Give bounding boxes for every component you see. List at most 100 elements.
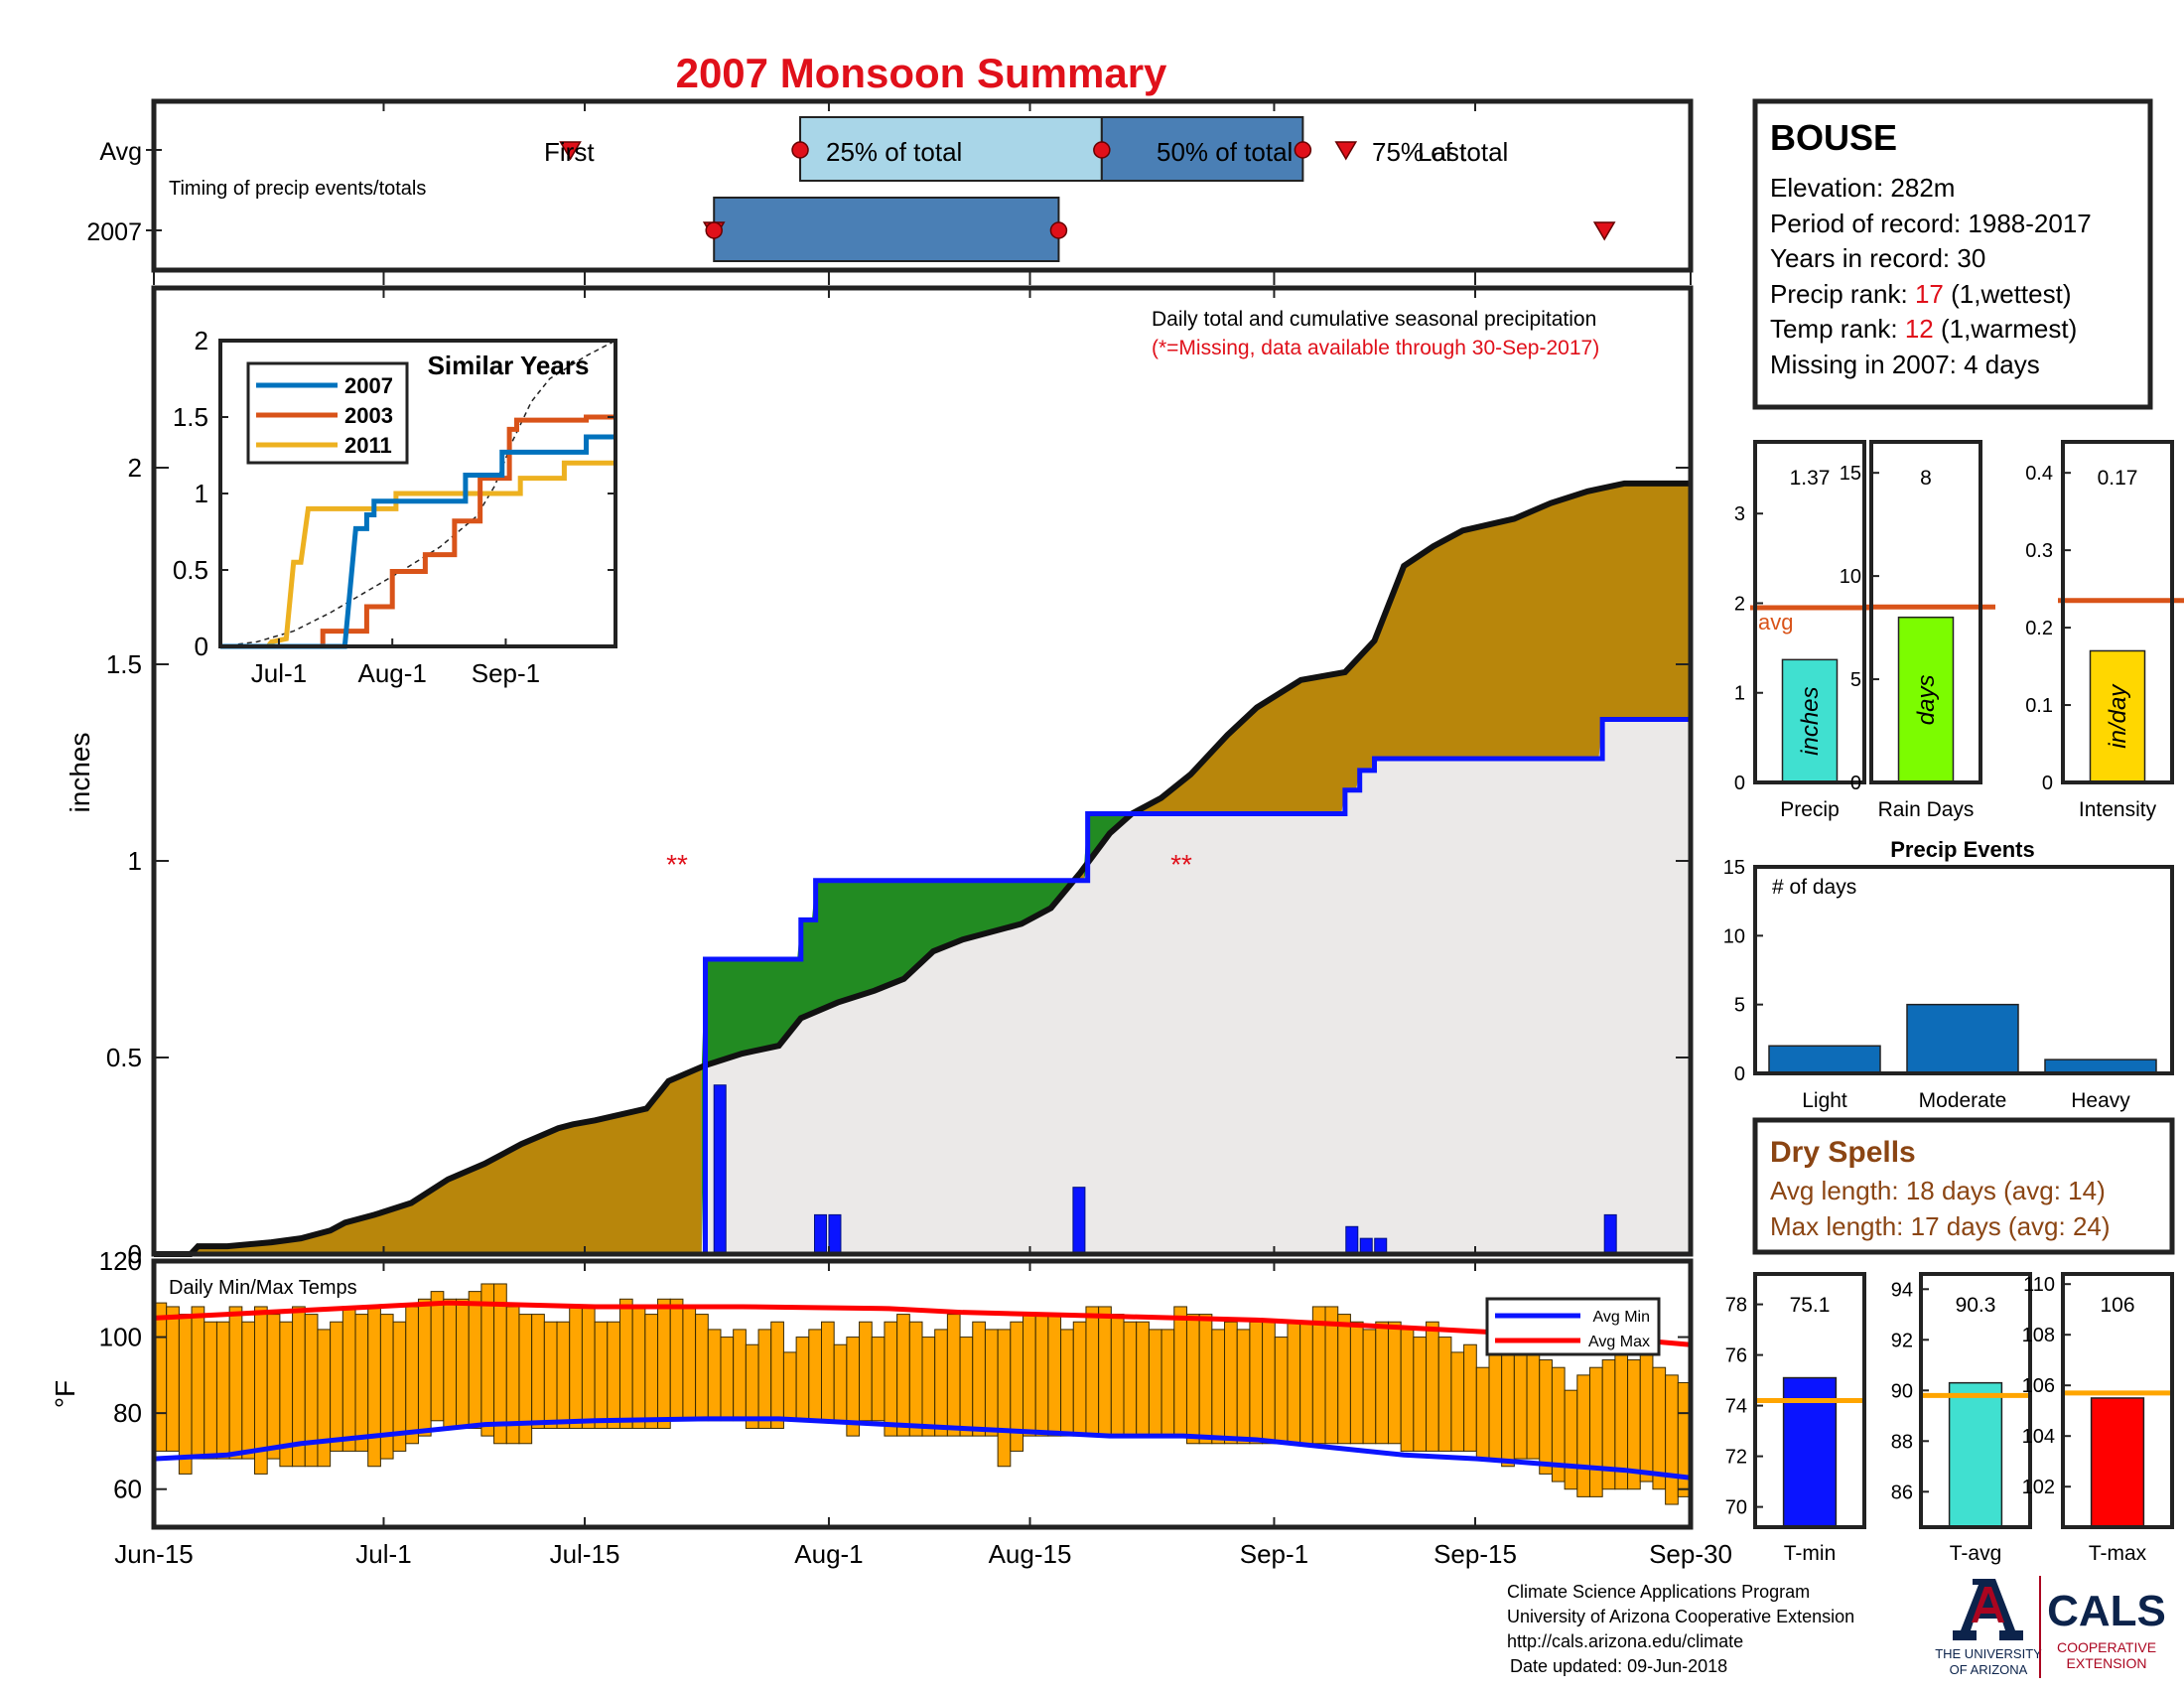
event-bar-light: [1768, 1045, 1881, 1074]
events-title: Precip Events: [1890, 837, 2035, 862]
dry-spells-max: Max length: 17 days (avg: 24): [1770, 1211, 2111, 1241]
inset-similar-years: 0 0.5 1 1.5 2 Jul-1 Aug-1 Sep-1 Similar Years 2…: [173, 326, 617, 688]
daily-temp-bar: [367, 1306, 381, 1468]
cumulative-precip-line: [154, 480, 1691, 1257]
cals-logo: CALS: [2047, 1587, 2166, 1635]
temp-ytick-label: 120: [99, 1246, 142, 1276]
tmini-ytick-label: 110: [2023, 1274, 2055, 1296]
daily-temp-bar: [215, 1321, 230, 1460]
legend-label-2003: 2003: [344, 403, 393, 428]
daily-temp-bar: [1450, 1351, 1465, 1452]
daily-temp-bar: [1274, 1337, 1289, 1445]
date-x-axis: Jun-15 Jul-1 Jul-15 Aug-1 Aug-15 Sep-1 Sep-15 S…: [114, 101, 1732, 1569]
event-bar-moderate: [1906, 1003, 2019, 1074]
mini-unit-label: inches: [1797, 686, 1824, 755]
tmini-category-label: T-max: [2089, 1542, 2147, 1565]
daily-temp-bar: [468, 1291, 482, 1429]
daily-temp-bar: [782, 1351, 797, 1422]
daily-temp-bar: [1060, 1329, 1074, 1437]
daily-temp-bar: [228, 1306, 243, 1460]
daily-precip-bar: [1603, 1213, 1617, 1255]
tmini-ytick-label: 74: [1725, 1396, 1747, 1418]
daily-temp-bar: [1311, 1306, 1326, 1445]
mini-ytick-label: 0: [2042, 773, 2053, 794]
mini-chart-tmin: 70 72 74 76 78 75.1 T-min: [1725, 1272, 1866, 1565]
mini-unit-label: in/day: [2105, 683, 2131, 749]
mini-ytick-label: 0.1: [2025, 695, 2053, 717]
daily-temp-bar: [808, 1329, 822, 1422]
temperature-frame: [151, 1258, 1694, 1530]
precip-ylabel: inches: [65, 733, 95, 813]
timing-label-p25: 25% of total: [826, 137, 962, 167]
daily-temp-bar: [1387, 1321, 1402, 1445]
daily-temp-bar: [417, 1298, 432, 1437]
year-p25-marker: [705, 221, 723, 239]
tmini-frame: [2061, 1272, 2174, 1529]
footer-line-4: Date updated: 09-Jun-2018: [1510, 1656, 1727, 1676]
daily-temp-bar: [682, 1306, 697, 1422]
daily-temp-bar: [456, 1298, 470, 1429]
avg-box-50-75: [1100, 116, 1304, 182]
precip-ytick-label: 0: [128, 1239, 142, 1269]
daily-temp-bar: [166, 1306, 180, 1452]
daily-temp-bar: [1136, 1321, 1150, 1437]
daily-temp-bar: [1513, 1351, 1528, 1460]
dry-spells-panel: Dry Spells Avg length: 18 days (avg: 14)…: [1752, 1117, 2175, 1255]
precip-ytick-label: 1: [128, 846, 142, 876]
temperature-label: Daily Min/Max Temps: [169, 1277, 357, 1299]
daily-temp-bar: [581, 1306, 596, 1429]
daily-temp-bar: [443, 1298, 458, 1429]
daily-temp-bar: [1023, 1314, 1036, 1437]
daily-temp-bar: [1564, 1389, 1578, 1490]
tmini-value-label: 90.3: [1956, 1294, 1996, 1317]
daily-temp-bar: [1211, 1329, 1226, 1445]
mini-value-bar: [2089, 649, 2146, 783]
legend-label-2007: 2007: [344, 373, 393, 398]
missing-marker-1: **: [666, 849, 688, 880]
mini-ytick-label: 0: [1850, 773, 1861, 794]
daily-temp-bar: [266, 1314, 281, 1460]
cals-line-1: COOPERATIVE: [2057, 1639, 2156, 1655]
dry-spells-frame: [1752, 1117, 2175, 1255]
daily-temp-bar: [871, 1337, 886, 1422]
daily-temp-bar: [480, 1283, 495, 1437]
inset-ytick-label: 0.5: [173, 555, 208, 585]
mini-frame: [2061, 440, 2174, 784]
legend-label-avg-max: Avg Max: [1588, 1334, 1650, 1350]
daily-temp-bar: [959, 1337, 974, 1437]
daily-temp-bar: [707, 1329, 722, 1422]
daily-temp-bar: [607, 1321, 620, 1429]
event-category-label: Heavy: [2071, 1089, 2130, 1112]
date-tick-label: Sep-1: [1240, 1539, 1308, 1569]
daily-temp-bar: [1437, 1337, 1452, 1452]
daily-temp-bar: [430, 1291, 445, 1422]
precip-frame: [151, 285, 1694, 1257]
temp-ytick-label: 80: [113, 1398, 142, 1428]
daily-temp-bar: [1098, 1306, 1112, 1437]
mini-ytick-label: 5: [1850, 669, 1861, 691]
daily-temp-bar: [859, 1321, 873, 1422]
daily-temp-bar: [984, 1329, 999, 1437]
daily-temp-bar: [1236, 1329, 1251, 1445]
daily-temp-bar: [1148, 1329, 1162, 1437]
tmini-ytick-label: 92: [1891, 1330, 1913, 1351]
footer-line-2: University of Arizona Cooperative Extens…: [1507, 1607, 1854, 1626]
inset-line-2003: [220, 414, 615, 649]
station-frame: [1752, 98, 2153, 410]
date-tick-label: Jul-15: [550, 1539, 620, 1569]
year-last-marker: [1592, 221, 1616, 241]
university-logo: THE UNIVERSITY OF ARIZONA CALS COOPERATI…: [1935, 1576, 2166, 1678]
inset-title: Similar Years: [428, 351, 590, 380]
inset-ytick-label: 2: [195, 326, 208, 355]
daily-precip-bar: [828, 1213, 842, 1255]
daily-temp-bar: [669, 1298, 684, 1422]
inset-ytick-label: 0: [195, 632, 208, 661]
daily-temp-bar: [241, 1321, 256, 1460]
tmini-ytick-label: 70: [1725, 1497, 1747, 1519]
tmini-category-label: T-avg: [1950, 1542, 2002, 1565]
mini-chart-tmax: 102 104 106 108 110 106 T-max: [2022, 1272, 2174, 1565]
timing-label-p50: 50% of total: [1157, 137, 1293, 167]
events-plot-area: Light Moderate Heavy 0 5 10 15: [1723, 857, 2157, 1112]
footer: Climate Science Applications Program Uni…: [1507, 1582, 1854, 1676]
